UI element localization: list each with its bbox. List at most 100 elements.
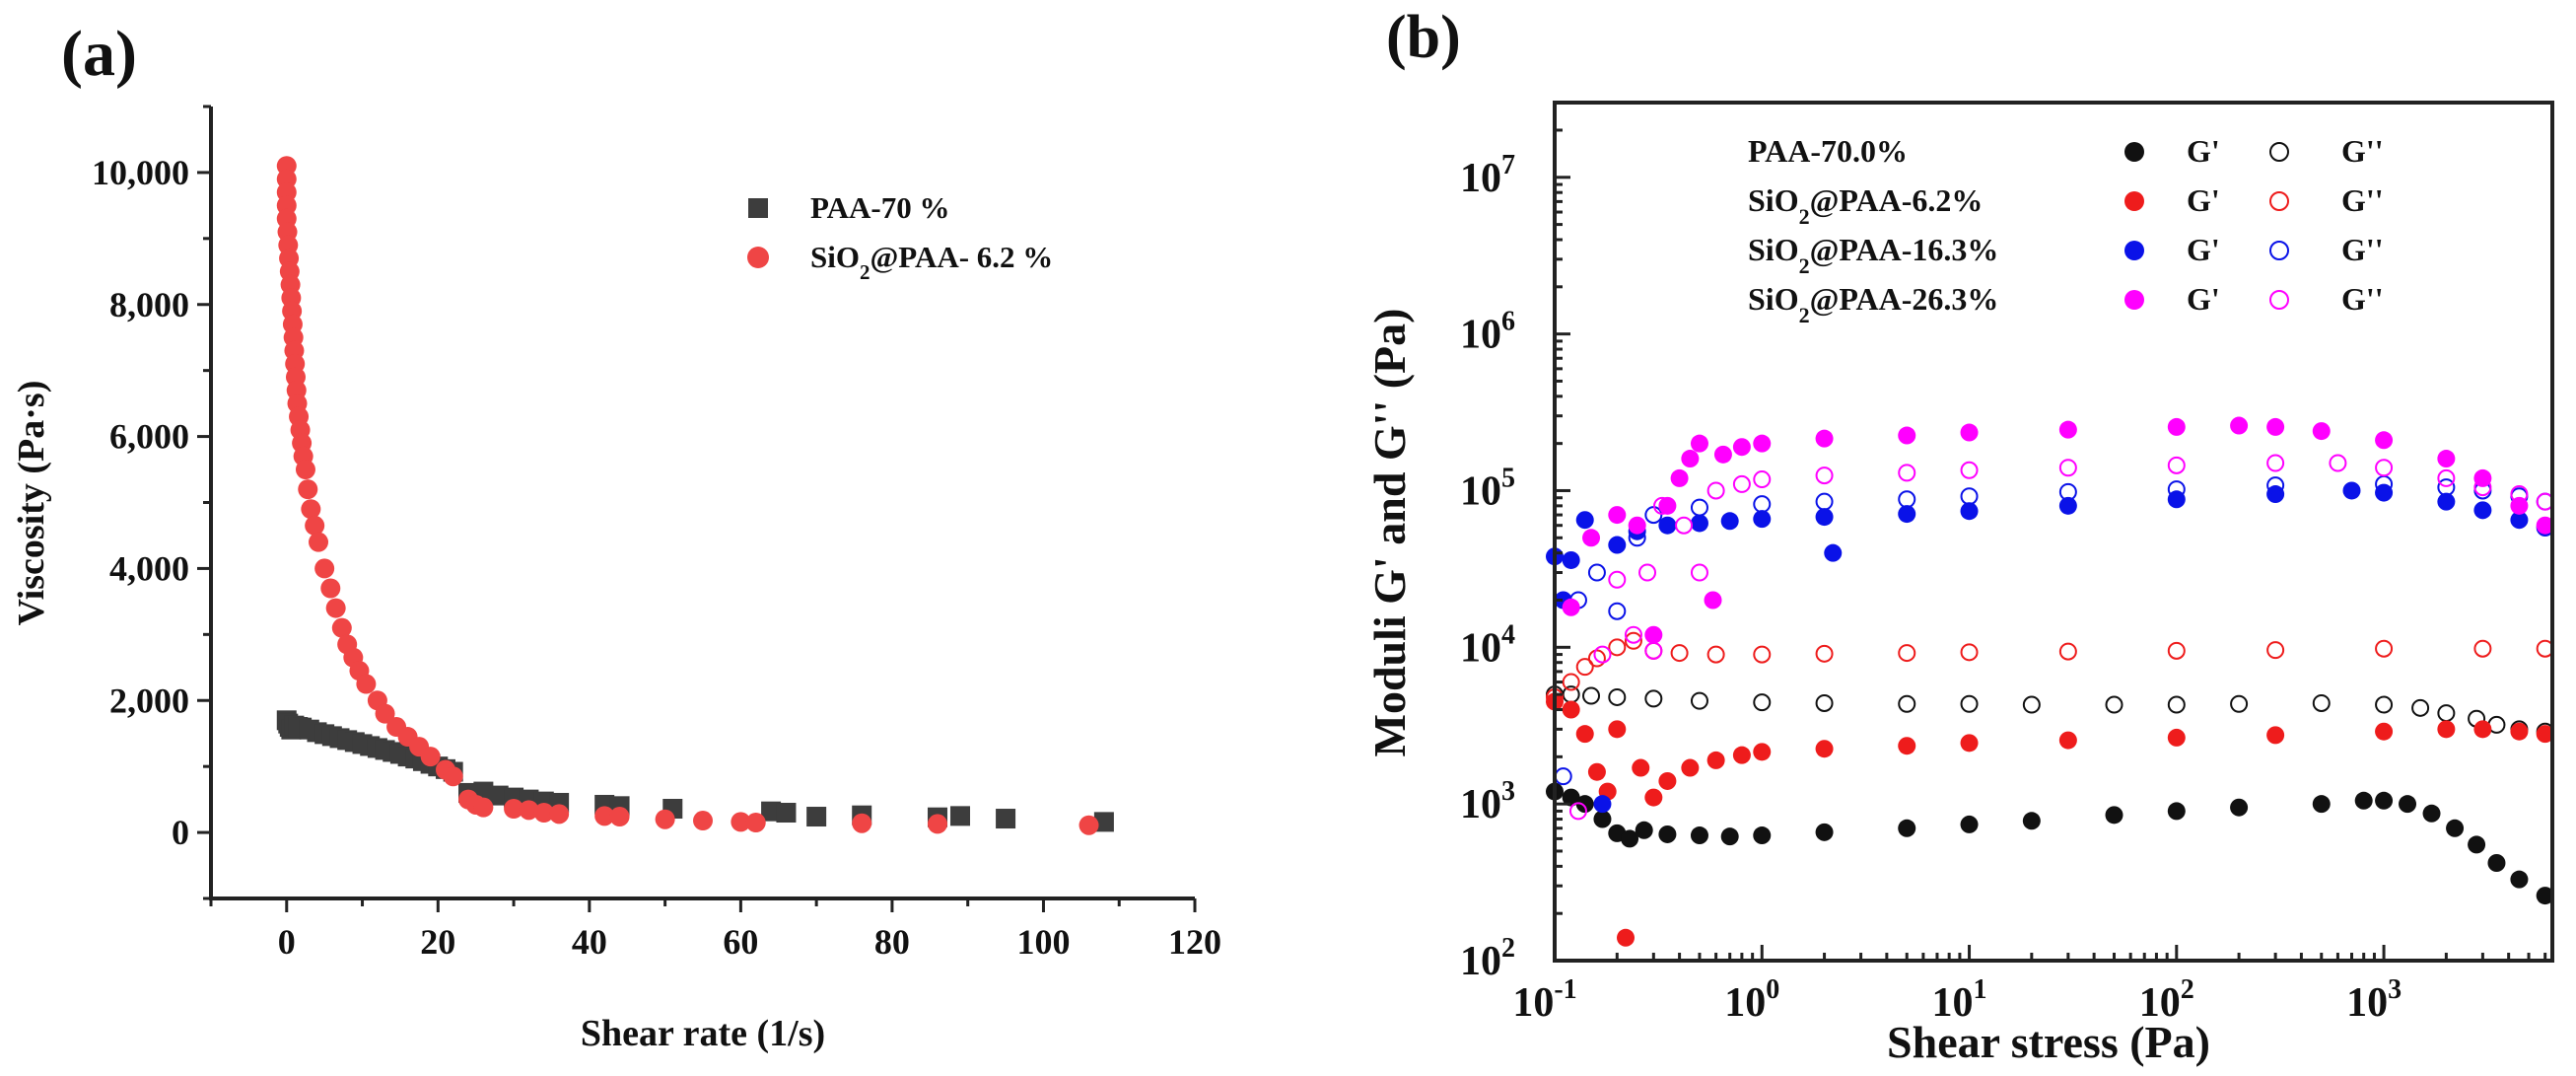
paa-70-0-g-prime-point [2230, 798, 2249, 817]
paa-70-0-g-prime-point [1815, 823, 1834, 841]
sio-paa-16-3-g-double-prime-point [1960, 487, 1979, 506]
legend-g-double-prime-label: G'' [2341, 281, 2384, 317]
sio-paa-6-2-g-prime-point [1644, 788, 1663, 807]
sio-paa-6-2-g-double-prime-point [2266, 641, 2285, 660]
sio-paa-26-3-g-prime-point [1960, 423, 1979, 442]
sio-paa-6-2-g-double-prime-point [2167, 641, 2186, 660]
paa-70-0-g-prime-point [2167, 802, 2186, 821]
sio-paa-16-3-g-double-prime-point [2266, 476, 2285, 495]
sio-paa-6-2-g-double-prime-point [1562, 673, 1580, 691]
sio-paa-26-3-g-prime-point [1898, 426, 1916, 445]
x-tick-label: 102 [2139, 974, 2194, 1026]
y-tick-label: 4,000 [109, 548, 189, 588]
sio-paa-6-2-g-double-prime-point [1608, 638, 1627, 657]
paa-70-point [1093, 812, 1114, 832]
sio-paa-26-3-g-prime-point [1704, 591, 1722, 610]
paa-70-0-g-double-prime-point [2105, 695, 2123, 714]
panel-b-y-axis-label: Moduli G' and G'' (Pa) [1364, 309, 1415, 757]
sio-paa-26-3-g-prime-point [2536, 516, 2554, 535]
paa-70-0-g-double-prime-point [1960, 694, 1979, 713]
paa-70-0-g-prime-point [1575, 795, 1594, 814]
panel-b-label: (b) [1386, 4, 1461, 71]
sio-paa-6-2-g-prime-point [2266, 726, 2285, 745]
paa-70-0-g-prime-point [1621, 829, 1639, 848]
y-tick-label: 6,000 [109, 417, 189, 457]
sio-paa-6-2-g-double-prime-point [2375, 639, 2394, 658]
x-tick-label: 10-1 [1512, 974, 1576, 1026]
sio2-paa-6-2-point [301, 499, 321, 520]
legend-open-marker [2269, 241, 2289, 260]
sio-paa-6-2-g-prime-point [1575, 725, 1594, 744]
sio-paa-26-3-g-double-prime-point [1960, 461, 1979, 479]
legend-circle-marker [747, 247, 769, 268]
paa-70-point [776, 803, 797, 824]
panel-a-legend: PAA-70 % SiO2@PAA- 6.2 % [747, 190, 1053, 284]
paa-70-0-g-prime-point [2536, 887, 2554, 905]
y-tick-label: 8,000 [109, 285, 189, 324]
sio-paa-26-3-g-double-prime-point [2473, 478, 2492, 497]
sio-paa-6-2-g-prime-point [1960, 734, 1979, 753]
sio-paa-26-3-g-double-prime-point [1815, 466, 1834, 485]
panel-b-ticks: 10-1 100 101 102 103 102 103 104 105 106 107 [1460, 101, 2547, 1026]
sio-paa-6-2-g-prime-point [1753, 743, 1772, 761]
panel-b-x-axis-label: Shear stress (Pa) [1887, 1017, 2210, 1067]
sio-paa-6-2-g-prime-point [2058, 731, 2077, 750]
sio-paa-26-3-g-prime-point [2473, 468, 2492, 487]
sio-paa-26-3-g-prime-point [2167, 417, 2186, 436]
paa-70-0-g-double-prime-point [1608, 687, 1627, 706]
sio-paa-26-3-g-double-prime-point [1690, 563, 1708, 582]
paa-70-0-g-double-prime-point [2437, 704, 2456, 723]
sio-paa-16-3-g-prime-point [1898, 505, 1916, 524]
sio2-paa-6-2-point [320, 578, 341, 599]
legend-g-prime-label: G' [2187, 182, 2220, 218]
paa-70-0-g-double-prime-point [2230, 694, 2249, 713]
sio-paa-26-3-g-prime-point [1582, 529, 1601, 547]
sio2-paa-6-2-point [443, 766, 463, 787]
sio-paa-6-2-g-prime-point [1632, 758, 1650, 777]
legend-sample-label: SiO2@PAA-26.3% [1748, 281, 1998, 327]
paa-70-0-g-double-prime-point [1898, 694, 1916, 713]
paa-70-0-g-prime-point [1720, 827, 1739, 846]
x-tick-label: 40 [572, 922, 607, 962]
paa-70-point [488, 785, 509, 806]
sio-paa-6-2-g-prime-point [2473, 720, 2492, 739]
sio2-paa-6-2-point [655, 809, 675, 829]
legend-sample-label: PAA-70.0% [1748, 133, 1908, 169]
sio-paa-16-3-g-prime-point [1593, 795, 1612, 814]
sio-paa-6-2-g-double-prime-point [1753, 645, 1772, 664]
sio-paa-26-3-g-double-prime-point [2266, 454, 2285, 472]
legend-sample-label: SiO2@PAA-16.3% [1748, 232, 1998, 278]
sio-paa-26-3-g-prime-point [1690, 434, 1708, 453]
legend-filled-marker [2124, 290, 2144, 310]
legend-g-double-prime-label: G'' [2341, 133, 2384, 169]
sio-paa-16-3-g-prime-point [1960, 502, 1979, 521]
sio-paa-6-2-g-double-prime-point [1898, 644, 1916, 663]
paa-70-0-g-double-prime-point [2312, 693, 2331, 712]
paa-70-0-g-prime-point [2510, 870, 2529, 889]
sio2-paa-6-2-point [504, 798, 524, 819]
paa-70-0-g-prime-point [1562, 788, 1580, 807]
panel-a-y-axis-label: Viscosity (Pa·s) [11, 381, 52, 626]
sio-paa-16-3-g-double-prime-point [1690, 498, 1708, 517]
sio-paa-26-3-g-double-prime-point [1675, 516, 1694, 535]
sio-paa-6-2-g-double-prime-point [1815, 644, 1834, 663]
sio-paa-16-3-g-double-prime-point [1898, 490, 1916, 509]
paa-70-0-g-prime-point [1960, 815, 1979, 833]
legend-label-sio2-paa-6-2: SiO2@PAA- 6.2 % [810, 240, 1053, 284]
sio2-paa-6-2-point [927, 814, 947, 834]
sio-paa-16-3-g-double-prime-point [2058, 482, 2077, 501]
sio-paa-16-3-g-prime-point [2510, 511, 2529, 530]
sio-paa-6-2-g-prime-point [1732, 746, 1751, 764]
sio-paa-16-3-g-prime-point [1575, 511, 1594, 530]
paa-70-0-g-prime-point [1753, 826, 1772, 845]
paa-70-0-g-prime-point [2399, 795, 2417, 814]
paa-70-0-g-double-prime-point [1690, 691, 1708, 710]
paa-70-0-g-prime-point [2487, 854, 2506, 873]
sio2-paa-6-2-point [375, 703, 395, 724]
sio2-paa-6-2-point [852, 813, 872, 833]
legend-open-marker [2269, 191, 2289, 211]
x-tick-label: 100 [1016, 922, 1070, 962]
paa-70-point [806, 807, 827, 827]
sio-paa-16-3-g-prime-point [1658, 516, 1677, 535]
sio-paa-26-3-g-prime-point [1753, 434, 1772, 453]
